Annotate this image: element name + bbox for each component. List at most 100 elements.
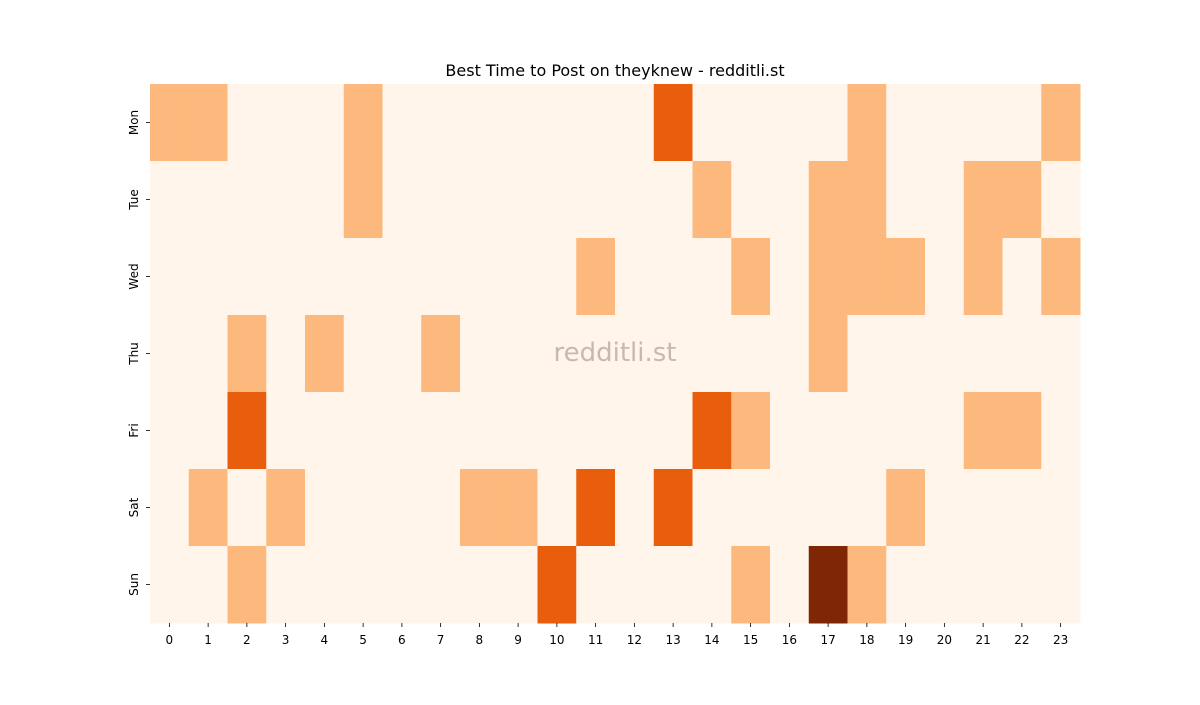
heatmap-cell-sat-13 (653, 469, 693, 547)
x-tick-label: 18 (859, 633, 874, 647)
heatmap-cell-sun-18 (847, 546, 887, 624)
heatmap-cell-mon-16 (770, 84, 810, 162)
heatmap-cell-wed-16 (770, 238, 810, 316)
heatmap-cell-tue-19 (886, 161, 926, 239)
heatmap-cell-tue-9 (498, 161, 538, 239)
heatmap-cell-fri-9 (498, 392, 538, 470)
y-tick-label-fri: Fri (127, 423, 141, 437)
heatmap-cell-sat-10 (537, 469, 577, 547)
heatmap-cell-mon-7 (421, 84, 461, 162)
heatmap-cell-thu-13 (653, 315, 693, 393)
heatmap-cell-thu-3 (266, 315, 306, 393)
heatmap-cell-sat-19 (886, 469, 926, 547)
heatmap-cell-thu-8 (460, 315, 500, 393)
heatmap-cell-sun-20 (925, 546, 965, 624)
heatmap-cell-fri-2 (227, 392, 267, 470)
heatmap-cell-fri-6 (382, 392, 422, 470)
heatmap-cell-wed-13 (653, 238, 693, 316)
heatmap-cell-tue-10 (537, 161, 577, 239)
heatmap-cell-tue-17 (808, 161, 848, 239)
heatmap-cell-thu-7 (421, 315, 461, 393)
x-tick-label: 4 (321, 633, 329, 647)
heatmap-cell-thu-9 (498, 315, 538, 393)
heatmap-cell-thu-5 (343, 315, 383, 393)
heatmap-cell-thu-15 (731, 315, 771, 393)
heatmap-cell-sun-4 (305, 546, 345, 624)
heatmap-cell-wed-20 (925, 238, 965, 316)
heatmap-cell-wed-23 (1041, 238, 1081, 316)
heatmap-cell-sat-12 (615, 469, 655, 547)
heatmap-cell-sat-14 (692, 469, 732, 547)
heatmap-cell-wed-7 (421, 238, 461, 316)
heatmap-cell-fri-5 (343, 392, 383, 470)
heatmap-cell-tue-6 (382, 161, 422, 239)
heatmap-cell-fri-22 (1002, 392, 1042, 470)
heatmap-cell-fri-17 (808, 392, 848, 470)
heatmap-cell-wed-15 (731, 238, 771, 316)
heatmap-cell-thu-11 (576, 315, 616, 393)
x-tick-label: 8 (476, 633, 484, 647)
heatmap-cell-fri-18 (847, 392, 887, 470)
heatmap-cell-tue-7 (421, 161, 461, 239)
heatmap-cell-wed-1 (188, 238, 228, 316)
y-axis-ticks: Mon Tue Wed Thu Fri Sat Sun (127, 110, 150, 596)
heatmap-cell-sun-2 (227, 546, 267, 624)
x-tick-label: 19 (898, 633, 913, 647)
heatmap-cell-sun-10 (537, 546, 577, 624)
chart-title: Best Time to Post on theyknew - redditli… (445, 61, 784, 80)
heatmap-cell-sun-22 (1002, 546, 1042, 624)
heatmap-cell-thu-12 (615, 315, 655, 393)
heatmap-cell-mon-9 (498, 84, 538, 162)
heatmap-cell-fri-1 (188, 392, 228, 470)
heatmap-cell-sun-23 (1041, 546, 1081, 624)
heatmap-cell-tue-4 (305, 161, 345, 239)
heatmap-cell-wed-17 (808, 238, 848, 316)
heatmap-cell-mon-10 (537, 84, 577, 162)
heatmap-cell-sun-8 (460, 546, 500, 624)
y-tick-label-tue: Tue (127, 189, 141, 211)
heatmap-cell-fri-13 (653, 392, 693, 470)
heatmap-cell-mon-13 (653, 84, 693, 162)
heatmap-cell-thu-22 (1002, 315, 1042, 393)
x-tick-label: 5 (359, 633, 367, 647)
y-tick-label-mon: Mon (127, 110, 141, 135)
heatmap-cell-fri-12 (615, 392, 655, 470)
heatmap-cell-wed-22 (1002, 238, 1042, 316)
heatmap-cell-sat-23 (1041, 469, 1081, 547)
heatmap-cell-sat-2 (227, 469, 267, 547)
heatmap-cell-tue-20 (925, 161, 965, 239)
y-tick-label-thu: Thu (127, 342, 141, 366)
heatmap-cell-sat-8 (460, 469, 500, 547)
heatmap-cell-sat-1 (188, 469, 228, 547)
heatmap-cell-fri-11 (576, 392, 616, 470)
heatmap-cell-thu-17 (808, 315, 848, 393)
heatmap-cell-thu-19 (886, 315, 926, 393)
heatmap-cell-sat-15 (731, 469, 771, 547)
x-tick-label: 20 (937, 633, 952, 647)
x-tick-label: 14 (704, 633, 719, 647)
heatmap-cell-wed-8 (460, 238, 500, 316)
x-axis-ticks: 0 1 2 3 4 5 6 7 8 9 10 11 12 13 14 15 16 17 18 19 20 21 22 23 (166, 623, 1068, 647)
heatmap-cell-mon-3 (266, 84, 306, 162)
watermark: redditli.st (554, 338, 677, 368)
x-tick-label: 21 (975, 633, 990, 647)
heatmap-cell-fri-19 (886, 392, 926, 470)
x-tick-label: 1 (204, 633, 212, 647)
x-tick-label: 10 (549, 633, 564, 647)
heatmap-cell-thu-14 (692, 315, 732, 393)
x-tick-label: 7 (437, 633, 445, 647)
heatmap-cell-tue-23 (1041, 161, 1081, 239)
heatmap-cell-tue-13 (653, 161, 693, 239)
heatmap-cell-fri-8 (460, 392, 500, 470)
x-tick-label: 15 (743, 633, 758, 647)
x-tick-label: 11 (588, 633, 603, 647)
heatmap-cell-wed-6 (382, 238, 422, 316)
heatmap-cell-sun-17 (808, 546, 848, 624)
heatmap-cell-mon-12 (615, 84, 655, 162)
heatmap-cell-wed-2 (227, 238, 267, 316)
heatmap-cell-fri-3 (266, 392, 306, 470)
heatmap-cell-sat-21 (963, 469, 1003, 547)
heatmap-cell-wed-10 (537, 238, 577, 316)
heatmap-cell-sat-17 (808, 469, 848, 547)
